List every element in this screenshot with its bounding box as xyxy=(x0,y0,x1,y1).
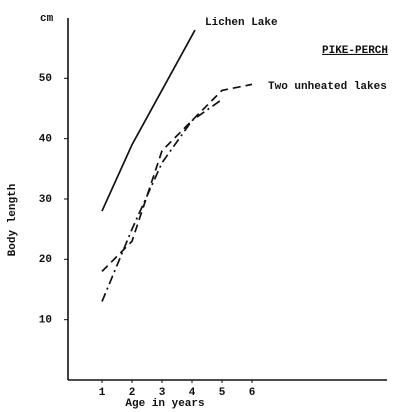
series-line xyxy=(101,29,196,212)
y-tick-label: 30 xyxy=(39,194,52,206)
y-axis-label: Body length xyxy=(7,184,19,257)
series-line xyxy=(101,98,223,302)
series-label: Two unheated lakes xyxy=(268,81,387,93)
y-tick-label: 10 xyxy=(39,315,52,327)
x-tick-label: 1 xyxy=(99,387,106,399)
x-tick-label: 3 xyxy=(159,387,166,399)
x-tick-label: 4 xyxy=(189,387,196,399)
x-tick-label: 5 xyxy=(219,387,226,399)
x-tick-label: 6 xyxy=(249,387,256,399)
y-unit: cm xyxy=(40,13,54,25)
annotation: PIKE-PERCH xyxy=(322,45,388,57)
x-axis-label: Age in years xyxy=(125,398,204,410)
y-tick-label: 20 xyxy=(39,254,52,266)
y-tick-label: 50 xyxy=(39,73,52,85)
x-tick-label: 2 xyxy=(129,387,136,399)
series-label: Lichen Lake xyxy=(205,17,278,29)
y-tick-label: 40 xyxy=(39,134,52,146)
series-line xyxy=(101,83,253,272)
